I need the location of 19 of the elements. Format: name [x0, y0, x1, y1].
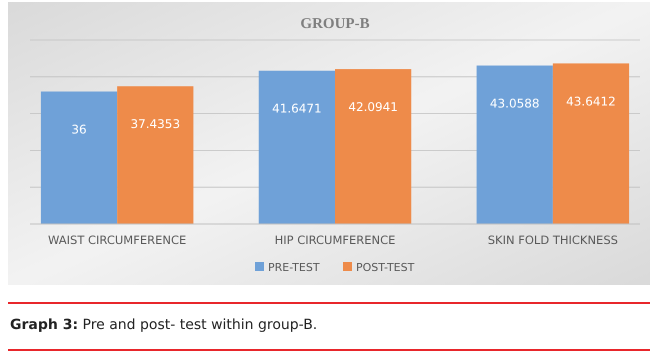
data-label: 37.4353 [130, 117, 180, 132]
bar [552, 63, 630, 224]
data-label: 43.6412 [566, 94, 616, 108]
chart-title: GROUP-B [300, 16, 370, 32]
legend-label: POST-TEST [356, 261, 415, 274]
bar [117, 86, 194, 224]
data-label: 43.0588 [490, 96, 540, 111]
data-label: 36 [71, 122, 87, 137]
data-label: 42.0941 [348, 100, 398, 114]
x-tick-label: WAIST CIRCUMFERENCE [48, 233, 186, 247]
caption: Graph 3: Pre and post- test within group-B. [10, 317, 318, 333]
bar [476, 66, 553, 224]
x-tick-label: HIP CIRCUMFERENCE [274, 233, 396, 247]
x-tick-label: SKIN FOLD THICKNESS [488, 233, 618, 247]
bar [335, 69, 412, 224]
bar [40, 92, 118, 224]
bar [258, 70, 335, 224]
data-label: 41.6471 [272, 102, 322, 116]
legend-label: PRE-TEST [268, 261, 320, 274]
